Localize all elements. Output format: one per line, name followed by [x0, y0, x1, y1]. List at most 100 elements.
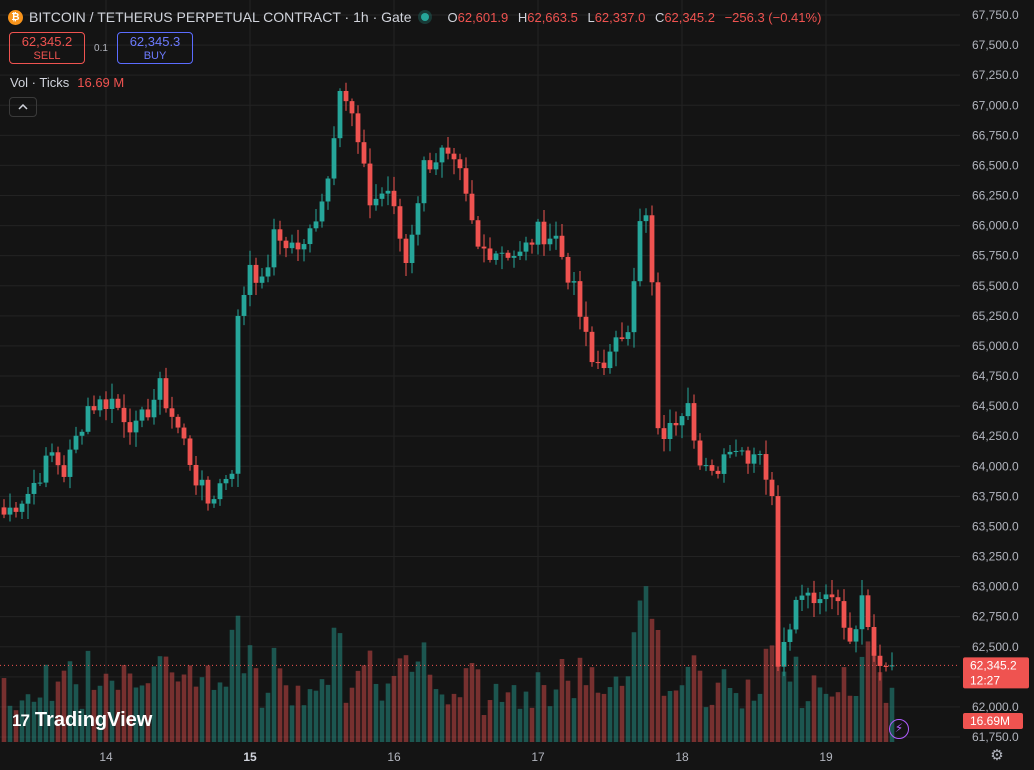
y-axis-tick-label: 67,000.0 — [972, 98, 1019, 112]
candle-body — [373, 198, 379, 206]
volume-bar — [241, 673, 247, 742]
volume-bar — [391, 675, 397, 742]
candle-body — [811, 592, 817, 604]
volume-bar — [499, 701, 505, 742]
candle-body — [85, 406, 91, 432]
candle-body — [757, 454, 763, 456]
candle-body — [871, 627, 877, 656]
volume-bar — [175, 681, 181, 742]
volume-bar — [883, 702, 889, 742]
volume-bar — [229, 629, 235, 742]
candle-body — [583, 316, 589, 332]
candle-body — [523, 242, 529, 252]
volume-bar — [277, 668, 283, 742]
volume-bar — [367, 650, 373, 742]
candle-body — [49, 452, 55, 456]
candle-body — [703, 465, 709, 467]
sell-label: SELL — [33, 50, 61, 62]
lightning-icon[interactable]: ⚡ — [889, 719, 909, 739]
collapse-legend-button[interactable] — [9, 97, 37, 117]
candle-body — [349, 101, 355, 114]
candle-body — [469, 193, 475, 221]
volume-bar — [595, 692, 601, 742]
volume-bar — [517, 708, 523, 742]
buy-button[interactable]: 62,345.3 BUY — [117, 32, 193, 64]
volume-bar — [307, 689, 313, 742]
candle-body — [283, 240, 289, 249]
volume-bar — [571, 698, 577, 742]
candle-body — [175, 416, 181, 428]
sell-button[interactable]: 62,345.2 SELL — [9, 32, 85, 64]
candle-body — [541, 221, 547, 245]
candle-body — [403, 238, 409, 263]
chart-header: ₿ BITCOIN / TETHERUS PERPETUAL CONTRACT … — [8, 7, 821, 27]
spread-value: 0.1 — [94, 42, 108, 54]
y-axis-tick-label: 62,750.0 — [972, 610, 1019, 624]
candle-body — [307, 228, 313, 245]
candle-body — [847, 627, 853, 642]
gear-icon[interactable]: ⚙ — [990, 747, 1004, 764]
volume-bar — [793, 656, 799, 742]
volume-bar — [823, 693, 829, 742]
candle-body — [115, 398, 121, 408]
candle-body — [601, 362, 607, 369]
volume-bar — [433, 689, 439, 742]
volume-bar — [889, 687, 895, 742]
volume-bar — [559, 658, 565, 742]
volume-bar — [553, 689, 559, 742]
volume-bar — [427, 674, 433, 742]
candle-body — [859, 595, 865, 630]
candle-body — [235, 315, 241, 474]
candle-body — [451, 153, 457, 160]
volume-bar — [505, 692, 511, 742]
volume-bar — [691, 655, 697, 742]
volume-bar — [145, 683, 151, 742]
volume-bar — [865, 641, 871, 742]
volume-bar — [133, 687, 139, 742]
candle-body — [595, 362, 601, 364]
volume-legend[interactable]: Vol · Ticks 16.69 M — [10, 75, 124, 90]
candle-body — [217, 483, 223, 500]
volume-bar — [115, 689, 121, 742]
candle-body — [97, 399, 103, 411]
trade-panel: 62,345.2 SELL 0.1 62,345.3 BUY — [9, 32, 193, 64]
symbol-title[interactable]: BITCOIN / TETHERUS PERPETUAL CONTRACT · … — [29, 9, 412, 25]
candle-body — [673, 422, 679, 426]
candle-body — [487, 248, 493, 260]
y-axis-tick-label: 67,750.0 — [972, 8, 1019, 22]
volume-bar — [829, 696, 835, 742]
candle-body — [649, 215, 655, 283]
candle-body — [799, 595, 805, 600]
candle-body — [865, 595, 871, 628]
candle-body — [817, 599, 823, 604]
y-axis-tick-label: 65,250.0 — [972, 309, 1019, 323]
candle-body — [247, 264, 253, 295]
volume-bar — [271, 647, 277, 742]
volume-bar — [739, 708, 745, 742]
chevron-up-icon — [18, 104, 28, 110]
volume-bar — [193, 686, 199, 742]
volume-last-tag — [963, 713, 1023, 729]
volume-bar — [463, 668, 469, 742]
y-axis-tick-label: 65,000.0 — [972, 339, 1019, 353]
volume-bar — [313, 690, 319, 742]
candle-body — [727, 451, 733, 455]
volume-bar — [727, 688, 733, 742]
volume-bar — [25, 694, 31, 742]
candle-body — [829, 594, 835, 598]
candle-body — [517, 251, 523, 256]
candle-body — [109, 398, 115, 409]
last-price-tag — [963, 657, 1029, 689]
candle-body — [427, 160, 433, 170]
tradingview-logo[interactable]: 17 TradingView — [12, 709, 152, 732]
y-axis-tick-label: 66,750.0 — [972, 128, 1019, 142]
volume-bar — [37, 697, 43, 742]
candle-body — [577, 281, 583, 317]
volume-bar — [787, 681, 793, 742]
candle-body — [721, 454, 727, 474]
candle-body — [667, 422, 673, 440]
volume-bar — [511, 685, 517, 742]
candle-body — [781, 641, 787, 667]
volume-bar — [643, 586, 649, 742]
